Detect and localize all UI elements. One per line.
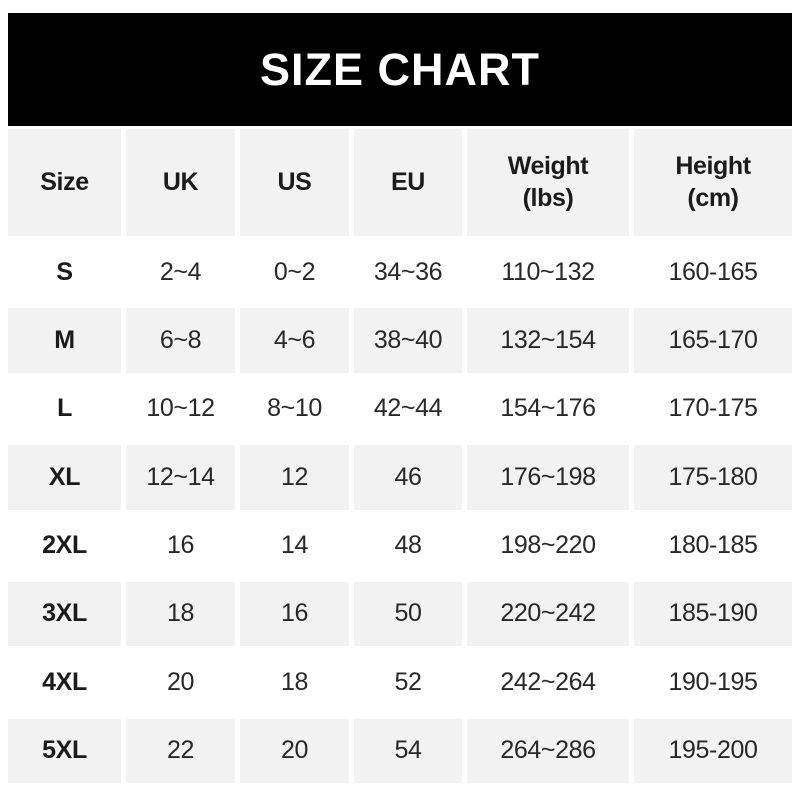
cell-size: 3XL [8, 581, 121, 647]
cell-uk: 12~14 [126, 445, 235, 510]
column-header-label: UK [162, 167, 199, 196]
cell-us: 4~6 [240, 308, 349, 373]
column-header-size: Size [8, 129, 121, 236]
column-header-unit: (cm) [687, 183, 739, 212]
cell-us: 20 [240, 718, 349, 783]
cell-size: XL [8, 445, 121, 510]
cell-weight: 110~132 [467, 240, 629, 305]
cell-height: 160-165 [634, 240, 792, 305]
table-row-l: L 10~12 8~10 42~44 154~176 170-175 [8, 376, 792, 442]
cell-uk: 2~4 [126, 240, 235, 305]
column-header-label: Weight [507, 152, 589, 181]
cell-height: 180-185 [634, 513, 792, 578]
cell-size: 2XL [8, 513, 121, 578]
size-chart-banner: SIZE CHART [8, 13, 792, 126]
table-row-3xl: 3XL 18 16 50 220~242 185-190 [8, 581, 792, 647]
cell-uk: 20 [126, 650, 235, 715]
cell-weight: 242~264 [467, 650, 629, 715]
column-header-weight: Weight (lbs) [467, 129, 629, 236]
table-row-xl: XL 12~14 12 46 176~198 175-180 [8, 445, 792, 510]
cell-weight: 176~198 [467, 445, 629, 510]
cell-uk: 10~12 [126, 376, 235, 442]
cell-height: 165-170 [634, 308, 792, 373]
cell-weight: 132~154 [467, 308, 629, 373]
column-header-unit: (lbs) [522, 183, 574, 212]
cell-height: 185-190 [634, 581, 792, 647]
cell-us: 8~10 [240, 376, 349, 442]
cell-weight: 264~286 [467, 718, 629, 783]
column-header-label: Size [40, 167, 89, 196]
cell-us: 0~2 [240, 240, 349, 305]
cell-eu: 42~44 [354, 376, 462, 442]
column-header-label: US [277, 167, 312, 196]
table-row-m: M 6~8 4~6 38~40 132~154 165-170 [8, 308, 792, 373]
cell-us: 14 [240, 513, 349, 578]
column-header-label: Height [675, 152, 751, 181]
column-header-us: US [240, 129, 349, 236]
cell-weight: 198~220 [467, 513, 629, 578]
cell-eu: 54 [354, 718, 462, 783]
cell-eu: 48 [354, 513, 462, 578]
cell-size: S [8, 240, 121, 305]
cell-eu: 52 [354, 650, 462, 715]
table-row-5xl: 5XL 22 20 54 264~286 195-200 [8, 718, 792, 783]
cell-us: 16 [240, 581, 349, 647]
cell-eu: 50 [354, 581, 462, 647]
cell-us: 12 [240, 445, 349, 510]
table-header-row: Size UK US EU Weight (lbs) Height (cm) [8, 129, 792, 236]
cell-height: 175-180 [634, 445, 792, 510]
cell-height: 195-200 [634, 718, 792, 783]
column-header-uk: UK [126, 129, 235, 236]
table-row-2xl: 2XL 16 14 48 198~220 180-185 [8, 513, 792, 578]
page-title: SIZE CHART [260, 43, 540, 95]
cell-size: 5XL [8, 718, 121, 783]
cell-size: L [8, 376, 121, 442]
cell-eu: 38~40 [354, 308, 462, 373]
column-header-eu: EU [354, 129, 462, 236]
column-header-height: Height (cm) [634, 129, 792, 236]
cell-height: 190-195 [634, 650, 792, 715]
cell-weight: 154~176 [467, 376, 629, 442]
cell-size: M [8, 308, 121, 373]
cell-eu: 46 [354, 445, 462, 510]
cell-eu: 34~36 [354, 240, 462, 305]
cell-weight: 220~242 [467, 581, 629, 647]
cell-uk: 6~8 [126, 308, 235, 373]
cell-uk: 22 [126, 718, 235, 783]
cell-uk: 18 [126, 581, 235, 647]
column-header-label: EU [391, 167, 425, 196]
table-row-s: S 2~4 0~2 34~36 110~132 160-165 [8, 240, 792, 305]
cell-us: 18 [240, 650, 349, 715]
cell-uk: 16 [126, 513, 235, 578]
size-chart-table: Size UK US EU Weight (lbs) Height (cm) S… [8, 129, 792, 783]
cell-height: 170-175 [634, 376, 792, 442]
cell-size: 4XL [8, 650, 121, 715]
table-row-4xl: 4XL 20 18 52 242~264 190-195 [8, 650, 792, 715]
